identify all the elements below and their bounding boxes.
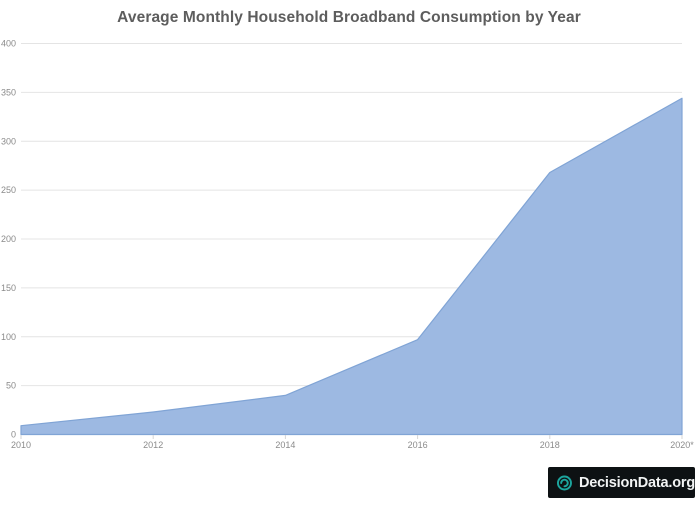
x-axis-label: 2010 bbox=[11, 440, 31, 450]
y-axis-label: 400 bbox=[1, 39, 16, 49]
x-axis-label: 2016 bbox=[408, 440, 428, 450]
y-axis-label: 250 bbox=[1, 185, 16, 195]
y-axis-label: 350 bbox=[1, 87, 16, 97]
decisiondata-logo: DecisionData.org bbox=[548, 467, 695, 498]
chart-title: Average Monthly Household Broadband Cons… bbox=[117, 9, 581, 26]
y-axis-label: 50 bbox=[6, 381, 16, 391]
y-axis-label: 0 bbox=[11, 430, 16, 440]
y-axis-label: 300 bbox=[1, 136, 16, 146]
x-axis-label: 2020* bbox=[670, 440, 694, 450]
x-axis-label: 2018 bbox=[540, 440, 560, 450]
swirl-d-icon bbox=[556, 475, 572, 490]
consumption-area-series bbox=[20, 97, 683, 436]
y-axis-label: 200 bbox=[1, 234, 16, 244]
logo-text: DecisionData.org bbox=[578, 474, 695, 491]
y-axis-label: 100 bbox=[1, 332, 16, 342]
x-axis-label: 2012 bbox=[143, 440, 163, 450]
x-axis-label: 2014 bbox=[275, 440, 295, 450]
y-axis-label: 150 bbox=[1, 283, 16, 293]
